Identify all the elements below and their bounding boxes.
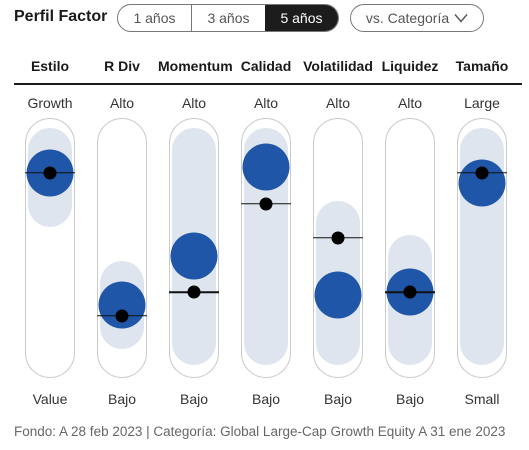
factor-header: Liquidez [381,58,439,74]
fund-marker [170,232,218,280]
category-marker [259,197,273,211]
category-marker [187,285,201,299]
period-5y-button[interactable]: 5 años [265,5,338,31]
factor-bottom-label: Small [464,391,500,407]
factor-bottom-label: Bajo [323,391,353,407]
header-divider [14,83,522,85]
factor-bottom-label: Bajo [179,391,209,407]
category-marker [475,166,489,180]
comparison-dropdown[interactable]: vs. Categoría [350,4,484,32]
chevron-down-icon [454,14,468,23]
factor-top-label: Alto [109,95,135,111]
factor-header: Calidad [240,58,292,74]
period-selector: 1 años 3 años 5 años [117,4,339,32]
factor-top-label: Growth [27,95,73,111]
period-1y-button[interactable]: 1 años [133,10,176,26]
factor-top-label: Alto [181,95,207,111]
factor-header: Estilo [30,58,70,74]
factor-top-label: Alto [253,95,279,111]
factor-header: Momentum [158,58,233,74]
factor-top-label: Alto [325,95,351,111]
factor-bottom-label: Bajo [107,391,137,407]
comparison-label: vs. Categoría [365,10,450,26]
factor-bottom-label: Bajo [395,391,425,407]
page-title: Perfil Factor [14,8,108,25]
category-marker [403,285,417,299]
fund-marker [314,271,362,319]
category-marker [43,166,57,180]
fund-marker [242,143,290,191]
period-3y-button[interactable]: 3 años [191,5,265,31]
factor-header: Volatilidad [303,58,373,74]
factor-bottom-label: Bajo [251,391,281,407]
factor-header: Tamaño [455,58,509,74]
factor-top-label: Large [464,95,500,111]
category-marker [331,231,345,245]
category-marker [115,309,129,323]
factor-header: R Div [104,58,140,74]
factor-top-label: Alto [397,95,423,111]
factor-bottom-label: Value [32,391,68,407]
footer-note: Fondo: A 28 feb 2023 | Categoría: Global… [14,424,506,439]
